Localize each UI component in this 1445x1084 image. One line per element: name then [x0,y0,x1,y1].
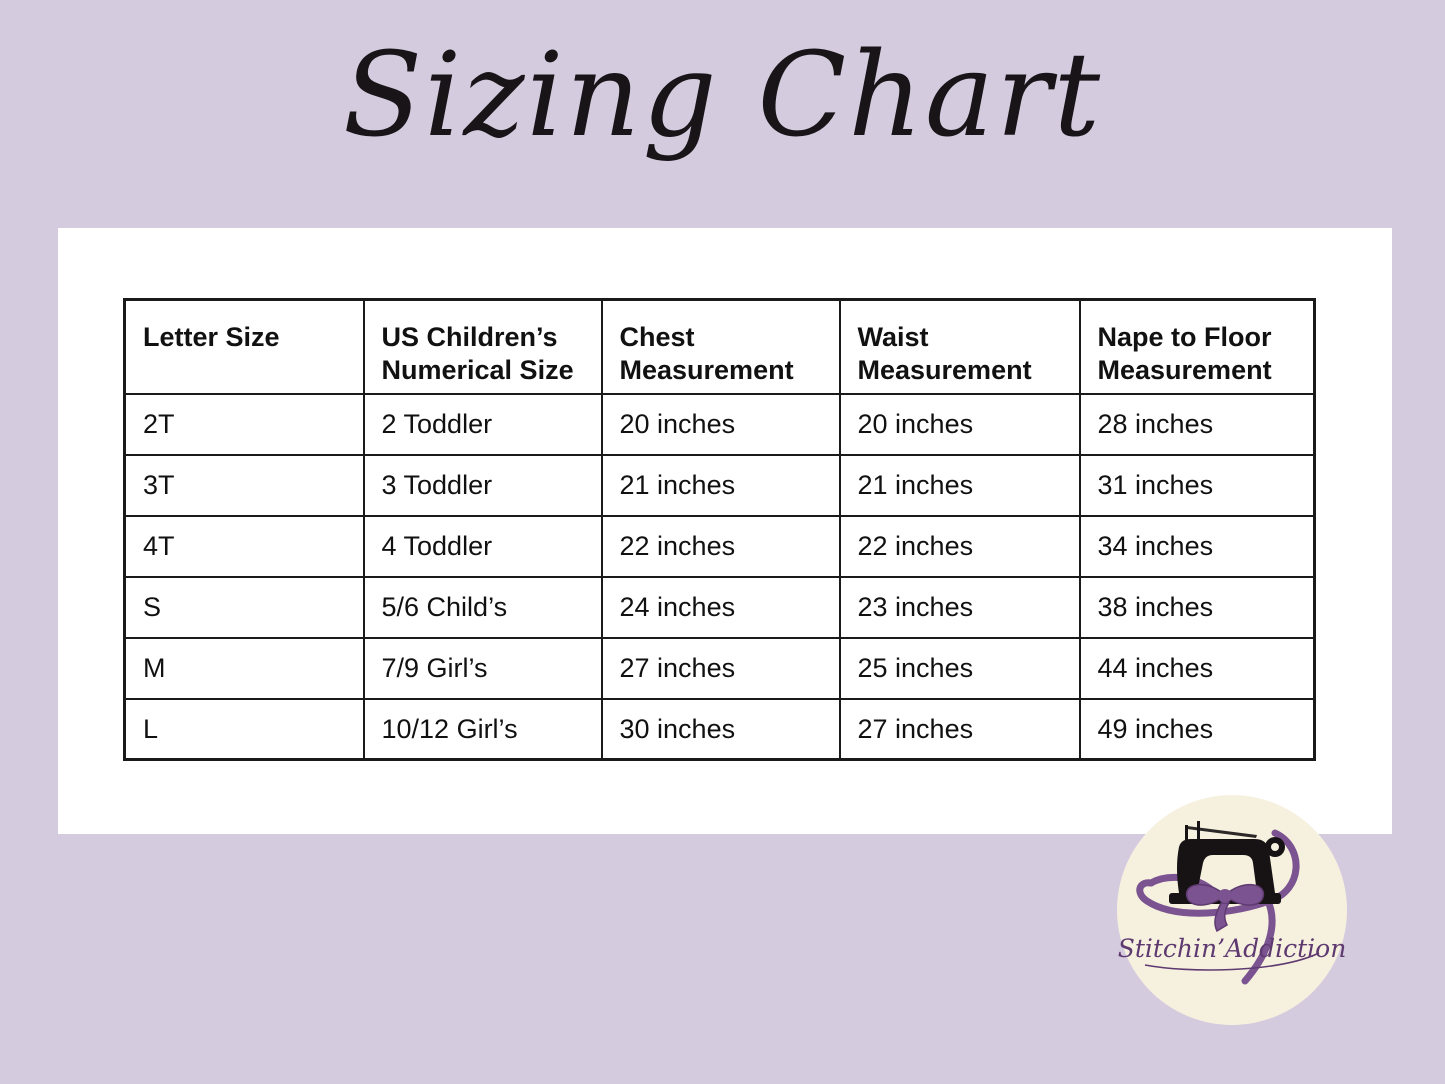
column-header-numerical-size: US Children’s Numerical Size [362,298,603,395]
table-cell: 10/12 Girl’s [362,697,603,761]
table-cell: 3 Toddler [362,453,603,517]
table-cell: 30 inches [600,697,841,761]
table-header-row: Letter Size US Children’s Numerical Size… [123,298,1316,395]
table-cell: 22 inches [600,514,841,578]
table-cell: 4 Toddler [362,514,603,578]
table-cell: 27 inches [600,636,841,700]
table-cell: 22 inches [838,514,1081,578]
table-cell: 25 inches [838,636,1081,700]
table-cell: 24 inches [600,575,841,639]
table-cell: 3T [123,453,365,517]
sewing-machine-icon: Stitchin’Addiction [1118,821,1347,985]
sizing-table: Letter Size US Children’s Numerical Size… [123,298,1316,761]
table-cell: 34 inches [1078,514,1316,578]
table-cell: 2T [123,392,365,456]
table-cell: 27 inches [838,697,1081,761]
table-cell: 44 inches [1078,636,1316,700]
table-cell: 4T [123,514,365,578]
table-row: 4T 4 Toddler 22 inches 22 inches 34 inch… [123,514,1316,578]
brand-logo: Stitchin’Addiction [1117,795,1347,1025]
table-cell: 21 inches [600,453,841,517]
table-cell: 20 inches [600,392,841,456]
table-cell: M [123,636,365,700]
table-cell: S [123,575,365,639]
page-title: Sizing Chart [342,28,1103,163]
table-cell: 20 inches [838,392,1081,456]
table-cell: 28 inches [1078,392,1316,456]
column-header-chest: Chest Measurement [600,298,841,395]
column-header-letter-size: Letter Size [123,298,365,395]
table-cell: 23 inches [838,575,1081,639]
table-cell: 7/9 Girl’s [362,636,603,700]
column-header-nape-to-floor: Nape to Floor Measurement [1078,298,1316,395]
table-cell: 49 inches [1078,697,1316,761]
table-row: L 10/12 Girl’s 30 inches 27 inches 49 in… [123,697,1316,761]
column-header-waist: Waist Measurement [838,298,1081,395]
brand-name: Stitchin’Addiction [1118,934,1347,963]
table-row: M 7/9 Girl’s 27 inches 25 inches 44 inch… [123,636,1316,700]
table-row: 2T 2 Toddler 20 inches 20 inches 28 inch… [123,392,1316,456]
table-cell: 2 Toddler [362,392,603,456]
table-cell: L [123,697,365,761]
table-row: 3T 3 Toddler 21 inches 21 inches 31 inch… [123,453,1316,517]
table-row: S 5/6 Child’s 24 inches 23 inches 38 inc… [123,575,1316,639]
table-cell: 5/6 Child’s [362,575,603,639]
table-cell: 31 inches [1078,453,1316,517]
table-cell: 21 inches [838,453,1081,517]
table-cell: 38 inches [1078,575,1316,639]
